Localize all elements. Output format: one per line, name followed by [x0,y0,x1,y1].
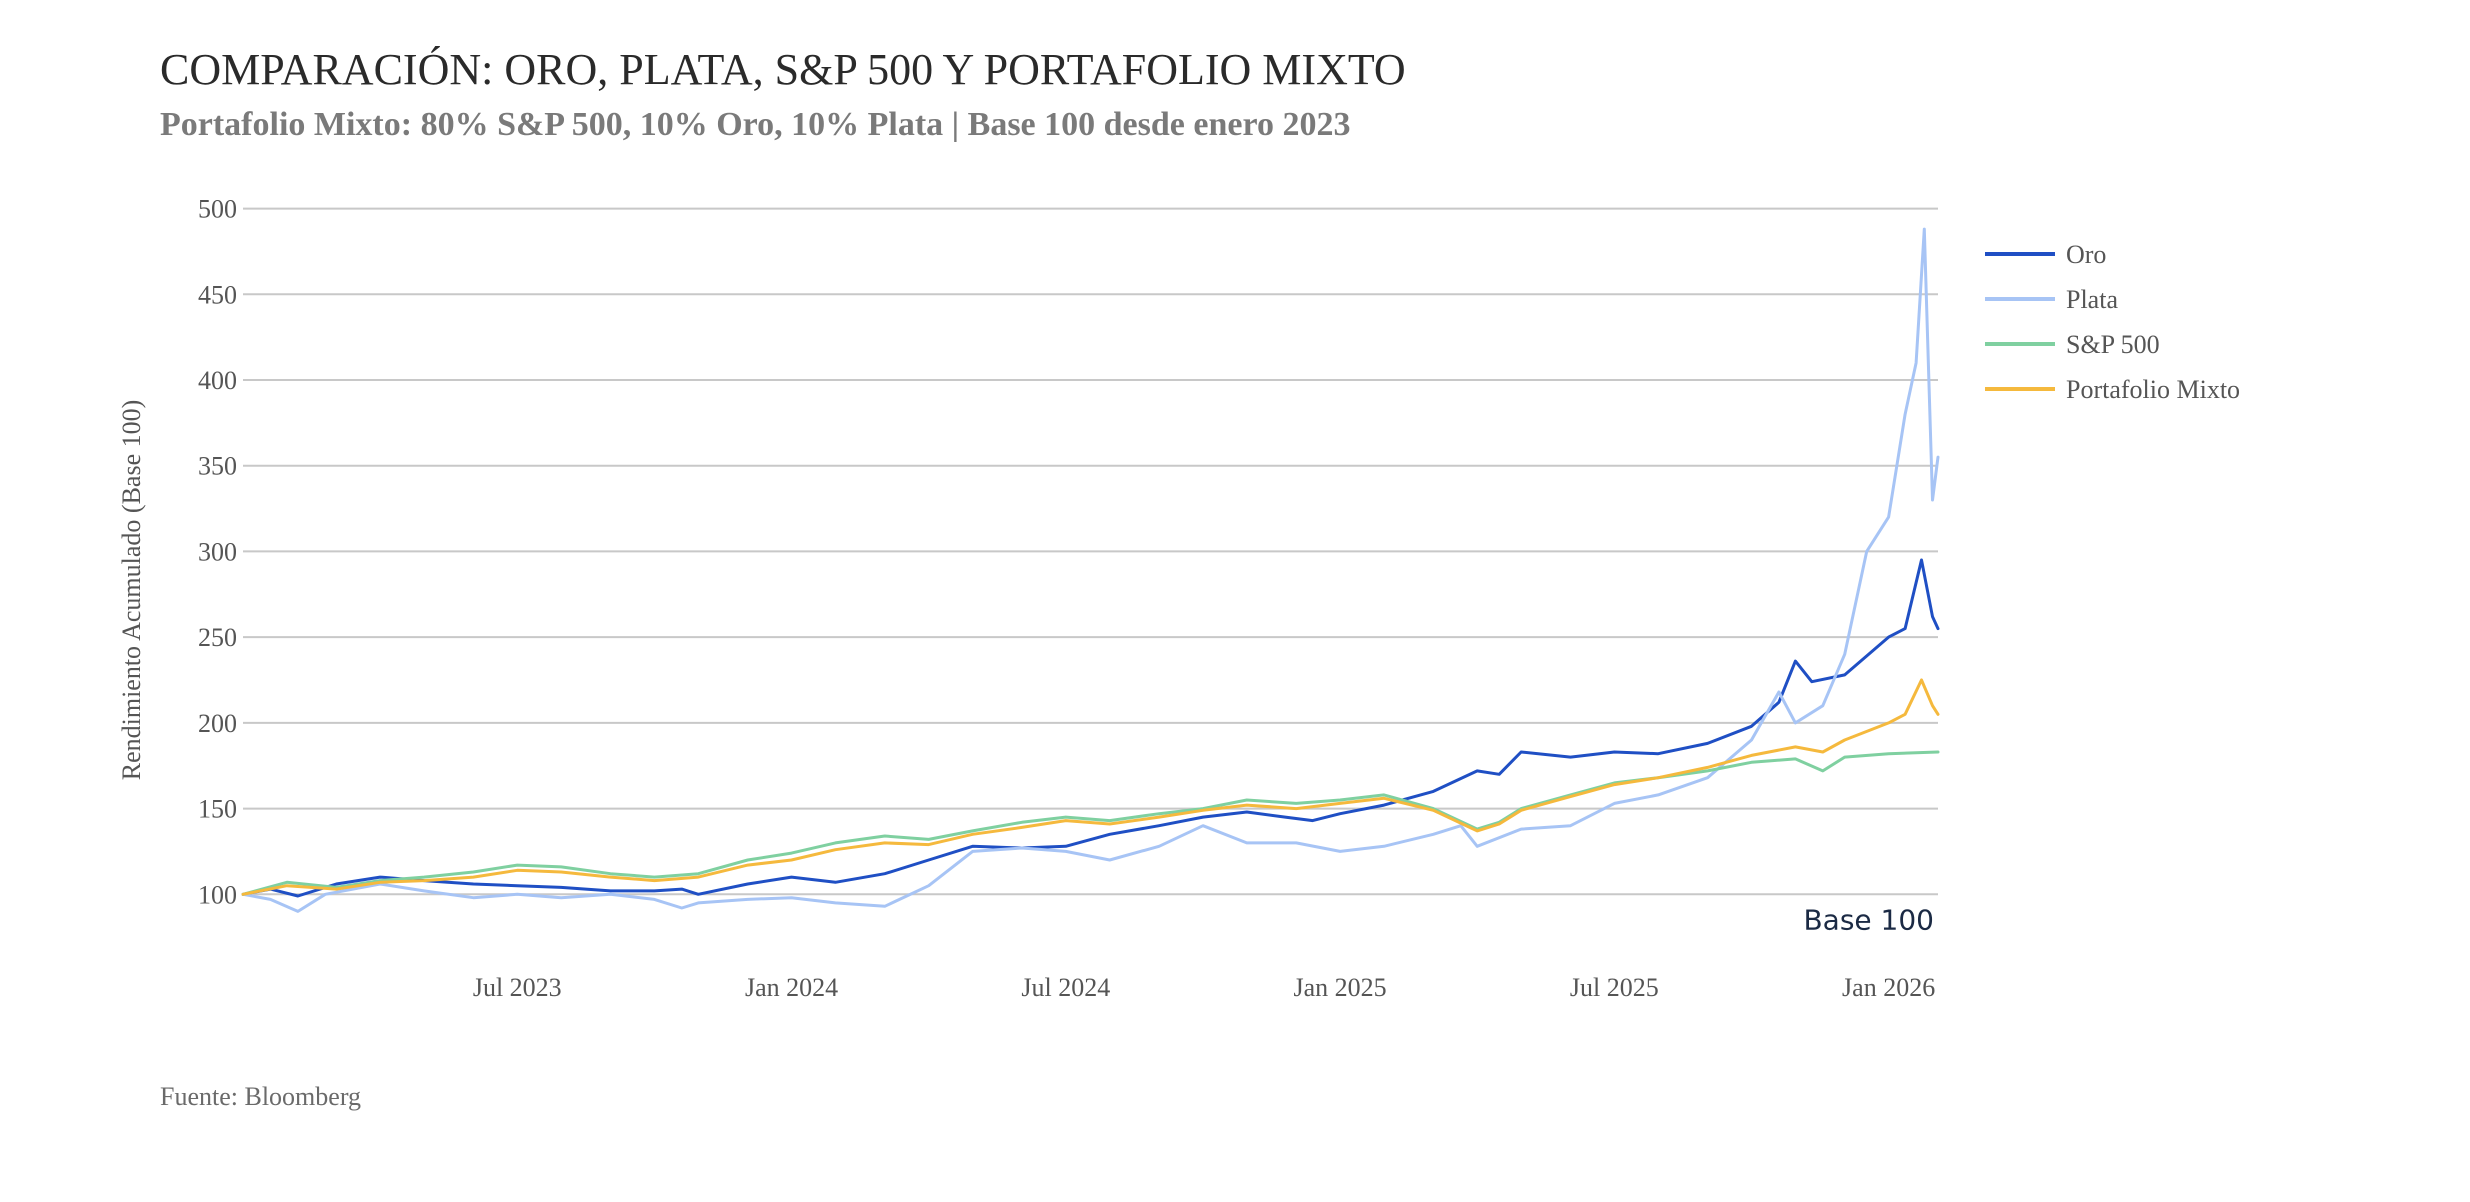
legend-label: Portafolio Mixto [2066,375,2240,404]
chart-subtitle: Portafolio Mixto: 80% S&P 500, 10% Oro, … [160,106,1351,143]
y-axis-ticks: 100 150 200 250 300 350 400 450 500 [198,195,237,910]
series-line-s-p-500 [241,750,1940,896]
y-tick-label: 450 [198,280,237,309]
y-tick-label: 100 [198,880,237,909]
x-tick-label: Jan 2025 [1294,973,1387,1002]
y-tick-label: 500 [198,195,237,224]
series-line-plata [241,227,1940,913]
y-tick-label: 250 [198,623,237,652]
y-tick-label: 300 [198,537,237,566]
series-line-portafolio-mixto [241,678,1940,896]
chart-title: COMPARACIÓN: ORO, PLATA, S&P 500 Y PORTA… [160,45,1406,94]
y-axis-title: Rendimiento Acumulado (Base 100) [117,400,146,781]
legend: Oro Plata S&P 500 Portafolio Mixto [1985,240,2240,404]
x-axis-ticks: Jul 2023 Jan 2024 Jul 2024 Jan 2025 Jul 2025… [473,973,1935,1002]
x-tick-label: Jan 2024 [745,973,838,1002]
y-tick-label: 150 [198,795,237,824]
legend-label: Oro [2066,240,2106,269]
source-note: Fuente: Bloomberg [160,1082,362,1111]
y-tick-label: 350 [198,452,237,481]
legend-item[interactable]: Oro [1985,240,2106,269]
y-tick-label: 400 [198,366,237,395]
x-tick-label: Jan 2026 [1842,973,1935,1002]
legend-item[interactable]: S&P 500 [1985,330,2160,359]
legend-item[interactable]: Plata [1985,285,2118,314]
legend-label: Plata [2066,285,2118,314]
x-tick-label: Jul 2023 [473,973,562,1002]
grid-lines [243,207,1938,896]
x-tick-label: Jul 2025 [1570,973,1659,1002]
series-lines [241,227,1940,913]
x-tick-label: Jul 2024 [1021,973,1110,1002]
base-100-annotation: Base 100 [1803,903,1934,936]
y-tick-label: 200 [198,709,237,738]
legend-label: S&P 500 [2066,330,2160,359]
legend-item[interactable]: Portafolio Mixto [1985,375,2240,404]
series-line-oro [241,558,1940,898]
